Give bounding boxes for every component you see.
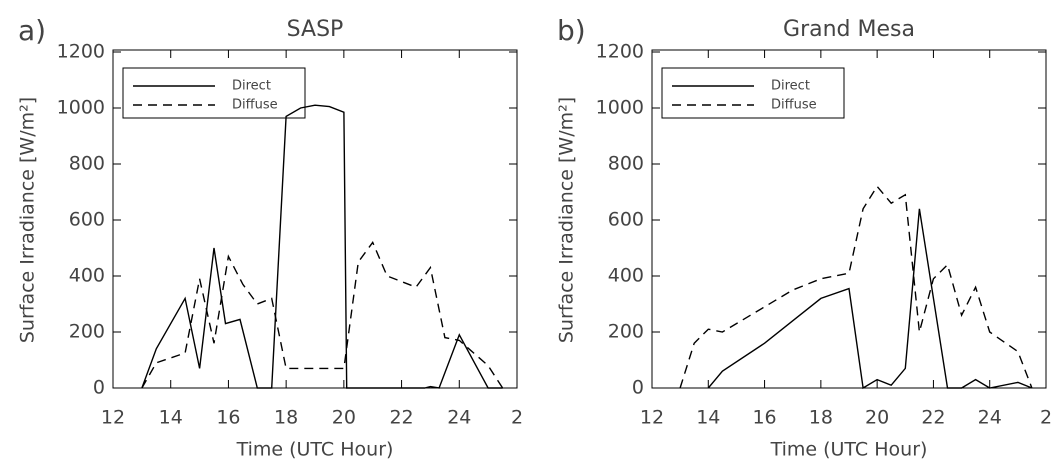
legend-label: Diffuse	[771, 98, 817, 113]
y-tick-label: 1000	[57, 97, 105, 119]
y-axis-title: Surface Irradiance [W/m²]	[556, 97, 578, 343]
x-axis-title: Time (UTC Hour)	[236, 439, 394, 461]
x-tick-label: 18	[274, 407, 298, 429]
panel-label: a)	[18, 14, 46, 47]
legend-label: Direct	[232, 79, 271, 94]
x-tick-label: 12	[101, 407, 125, 429]
y-tick-label: 1000	[596, 97, 644, 119]
y-tick-label: 600	[69, 209, 105, 231]
legend-frame	[661, 67, 845, 119]
y-tick-label: 1200	[57, 41, 105, 63]
x-tick-label: 24	[978, 407, 1002, 429]
x-tick-label: 14	[696, 407, 720, 429]
legend-label: Direct	[771, 79, 810, 94]
y-tick-label: 200	[69, 321, 105, 343]
y-tick-label: 200	[608, 321, 644, 343]
y-tick-label: 1200	[596, 41, 644, 63]
chart-title: Grand Mesa	[783, 17, 915, 42]
plot-frame	[651, 49, 1047, 389]
y-tick-label: 0	[93, 377, 105, 399]
y-tick-label: 800	[608, 153, 644, 175]
x-tick-label: 24	[447, 407, 471, 429]
x-tick-label: 2	[511, 407, 523, 429]
series-line	[141, 240, 504, 389]
x-tick-label: 20	[332, 407, 356, 429]
chart-title: SASP	[287, 17, 344, 42]
x-tick-label: 12	[640, 407, 664, 429]
y-tick-label: 600	[608, 209, 644, 231]
panel-label: b)	[557, 14, 586, 47]
series-line	[141, 104, 503, 389]
x-tick-label: 16	[216, 407, 240, 429]
legend-frame	[122, 67, 306, 119]
y-tick-label: 400	[69, 265, 105, 287]
y-axis-title: Surface Irradiance [W/m²]	[17, 97, 39, 343]
x-tick-label: 2	[1040, 407, 1052, 429]
x-tick-label: 16	[752, 407, 776, 429]
x-tick-label: 22	[389, 407, 413, 429]
x-tick-label: 20	[865, 407, 889, 429]
y-tick-label: 0	[632, 377, 644, 399]
x-axis-title: Time (UTC Hour)	[770, 439, 928, 461]
series-line	[679, 185, 1033, 389]
legend-label: Diffuse	[232, 98, 278, 113]
x-tick-label: 18	[809, 407, 833, 429]
series-line	[707, 208, 1033, 390]
y-tick-label: 400	[608, 265, 644, 287]
x-tick-label: 14	[159, 407, 183, 429]
y-tick-label: 800	[69, 153, 105, 175]
x-tick-label: 22	[921, 407, 945, 429]
plot-frame	[112, 49, 518, 389]
